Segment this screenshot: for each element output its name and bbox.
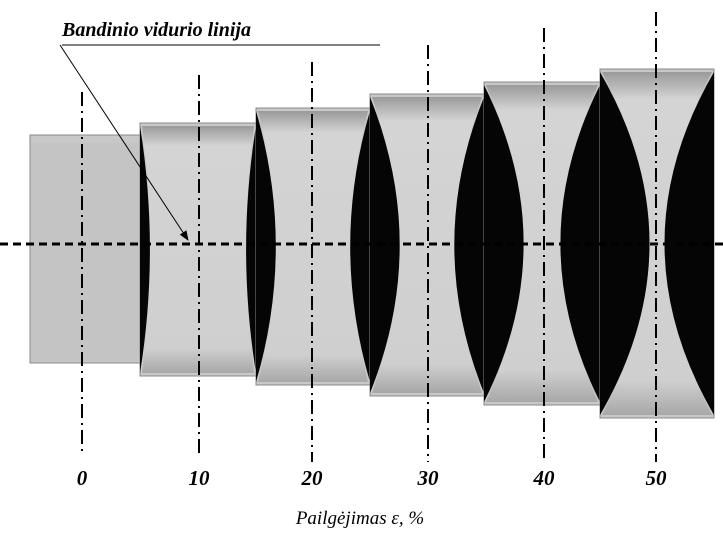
x-axis-label: Pailgėjimas ε, %	[295, 508, 424, 529]
specimen-label: 10	[189, 466, 211, 490]
page: {"title": "Bandinio vidurio linija", "sp…	[0, 0, 723, 534]
specimen-label: 40	[533, 466, 556, 490]
title: Bandinio vidurio linija	[61, 19, 251, 41]
specimen-label: 50	[646, 466, 668, 490]
specimen-label: 0	[77, 466, 88, 490]
specimen-label: 30	[417, 466, 440, 490]
specimen-body	[31, 143, 139, 361]
figure: Bandinio vidurio linija Pailgėjimas ε, %…	[0, 0, 723, 534]
specimen-label: 20	[301, 466, 324, 490]
